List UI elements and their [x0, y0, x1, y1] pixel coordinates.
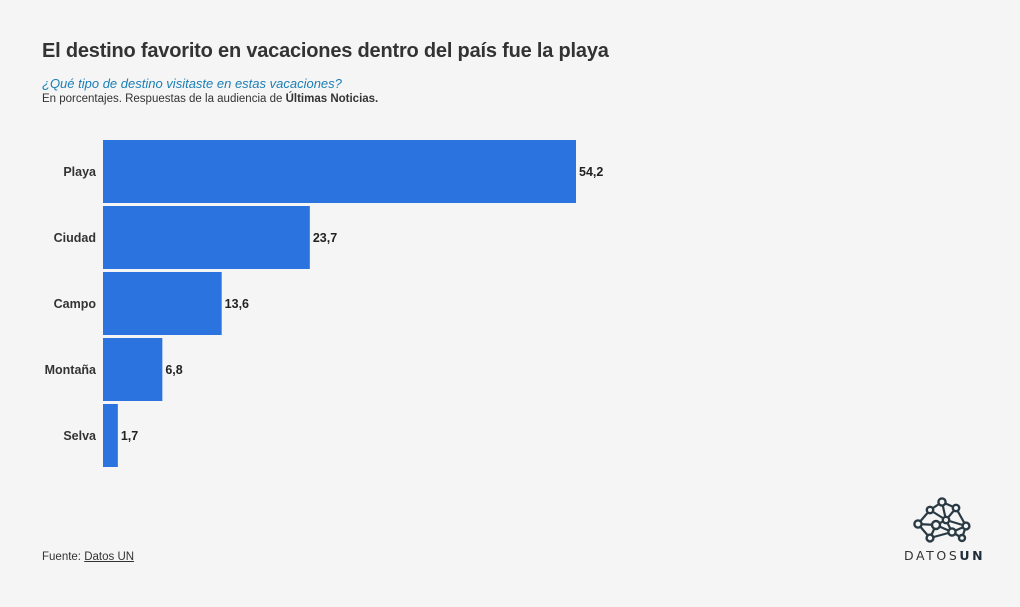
category-label: Selva	[63, 429, 97, 443]
bar-ciudad	[103, 206, 310, 269]
value-label: 13,6	[225, 297, 249, 311]
network-nodes-icon	[913, 497, 971, 543]
category-label: Ciudad	[54, 231, 96, 245]
bar-selva	[103, 404, 118, 467]
chart-title: El destino favorito en vacaciones dentro…	[42, 40, 609, 62]
value-label: 23,7	[313, 231, 337, 245]
category-label: Montaña	[45, 363, 97, 377]
bar-playa	[103, 140, 576, 203]
chart-description: En porcentajes. Respuestas de la audienc…	[42, 93, 378, 105]
value-label: 54,2	[579, 165, 603, 179]
logo-wordmark: DATOSUN	[904, 548, 985, 563]
description-source-name: Últimas Noticias.	[285, 93, 379, 105]
logo-text-bold: UN	[959, 548, 986, 563]
bar-chart: Playa 54,2 Ciudad 23,7 Campo 13,6 Montaña 6,8 Se…	[45, 140, 603, 467]
source-label: Fuente:	[42, 551, 85, 563]
source-link[interactable]: Datos UN	[84, 551, 135, 563]
bar-montaña	[103, 338, 163, 401]
source-note: Fuente: Datos UN	[42, 551, 134, 563]
category-label: Campo	[54, 297, 97, 311]
description-text: En porcentajes. Respuestas de la audienc…	[42, 93, 286, 105]
chart-subtitle: ¿Qué tipo de destino visitaste en estas …	[42, 76, 342, 91]
bar-campo	[103, 272, 222, 335]
category-label: Playa	[63, 165, 97, 179]
value-label: 1,7	[121, 429, 138, 443]
logo-text-light: DATOS	[904, 548, 960, 563]
value-label: 6,8	[165, 363, 182, 377]
